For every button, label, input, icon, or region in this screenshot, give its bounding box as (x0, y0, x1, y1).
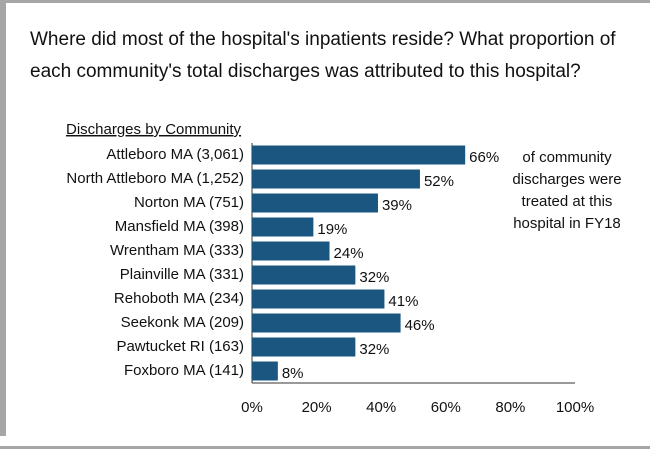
frame-top (0, 0, 650, 3)
annotation: hospital in FY18 (513, 215, 621, 232)
bar (252, 361, 278, 381)
annotation: of community (522, 149, 612, 166)
y-tick-label: Rehoboth MA (234) (114, 290, 244, 307)
y-tick-label: Attleboro MA (3,061) (106, 146, 244, 163)
y-tick-label: Mansfield MA (398) (115, 218, 244, 235)
frame-left (0, 0, 6, 436)
y-tick-label: North Attleboro MA (1,252) (66, 170, 244, 187)
value-label: 66% (469, 149, 499, 166)
bar (252, 169, 420, 189)
x-tick-label: 0% (241, 399, 263, 416)
y-tick-label: Wrentham MA (333) (110, 242, 244, 259)
bar (252, 313, 401, 333)
frame-bottom (0, 446, 650, 449)
value-label: 46% (405, 317, 435, 334)
bar (252, 217, 314, 237)
value-label: 8% (282, 365, 304, 382)
y-tick-label: Norton MA (751) (134, 194, 244, 211)
y-tick-label: Plainville MA (331) (120, 266, 244, 283)
x-tick-label: 100% (556, 399, 594, 416)
bar (252, 145, 466, 165)
bar (252, 265, 356, 285)
annotation: treated at this (522, 193, 613, 210)
bar (252, 193, 378, 213)
y-tick-label: Pawtucket RI (163) (116, 338, 244, 355)
x-tick-label: 20% (302, 399, 332, 416)
value-label: 39% (382, 197, 412, 214)
y-tick-label: Foxboro MA (141) (124, 362, 244, 379)
value-label: 32% (359, 269, 389, 286)
chart-title: Where did most of the hospital's inpatie… (30, 29, 616, 50)
bar (252, 241, 330, 261)
bar (252, 337, 356, 357)
annotation: discharges were (512, 171, 621, 188)
value-label: 32% (359, 341, 389, 358)
value-label: 41% (388, 293, 418, 310)
y-tick-label: Seekonk MA (209) (121, 314, 244, 331)
value-label: 19% (317, 221, 347, 238)
bar (252, 289, 385, 309)
x-tick-label: 60% (431, 399, 461, 416)
value-label: 52% (424, 173, 454, 190)
x-tick-label: 80% (495, 399, 525, 416)
axis-label: Discharges by Community (66, 121, 242, 138)
chart-title: each community's total discharges was at… (30, 61, 581, 82)
value-label: 24% (334, 245, 364, 262)
x-tick-label: 40% (366, 399, 396, 416)
